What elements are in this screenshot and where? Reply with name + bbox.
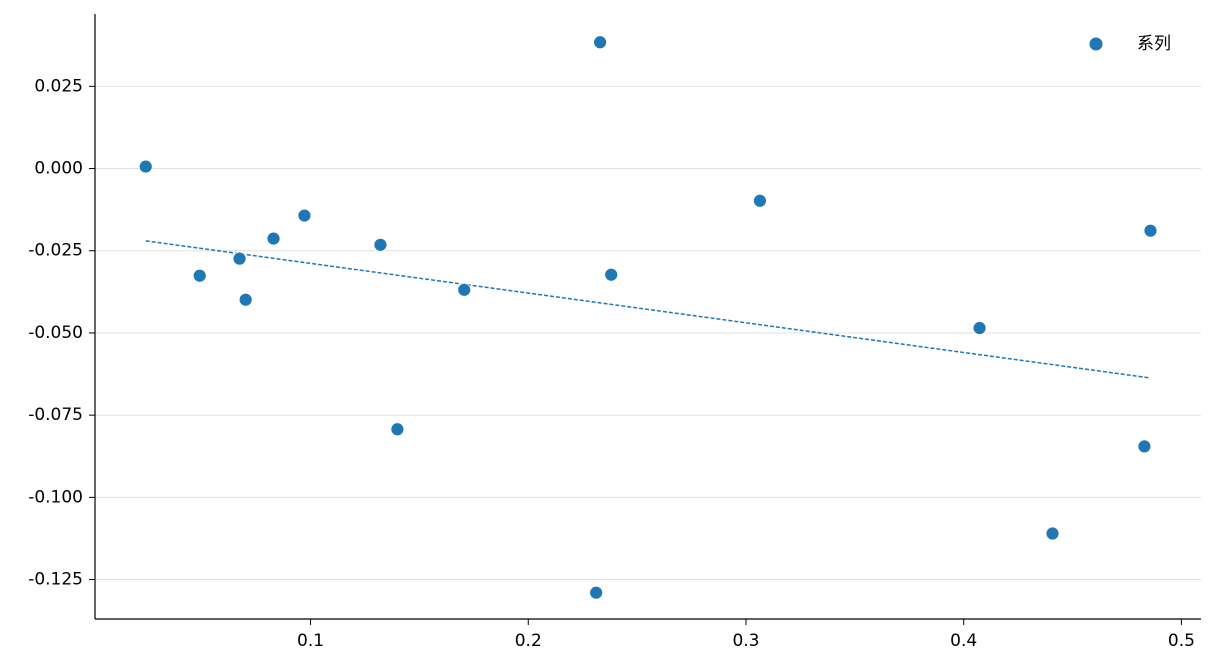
point (238, 292, 253, 307)
point (1137, 439, 1152, 454)
point (390, 422, 405, 437)
point (373, 237, 388, 252)
point (266, 231, 281, 246)
point (457, 282, 472, 297)
x-tick-label: 0.3 (732, 631, 759, 651)
point (589, 585, 604, 600)
y-tick-label: 0.000 (34, 159, 83, 179)
y-tick-label: -0.125 (28, 570, 83, 590)
y-tick-label: -0.025 (28, 241, 83, 261)
point (753, 193, 767, 208)
point (593, 35, 608, 50)
point (232, 251, 247, 266)
y-tick-label: -0.075 (28, 405, 83, 425)
point (138, 159, 153, 174)
point (192, 268, 207, 283)
y-tick-label: -0.050 (28, 323, 83, 343)
legend-marker (1089, 37, 1103, 51)
y-tick-label: 0.025 (34, 76, 83, 96)
point (1045, 526, 1060, 541)
legend-label: 系列 (1137, 34, 1171, 54)
x-tick-label: 0.4 (950, 631, 977, 651)
y-tick-label: -0.100 (28, 487, 83, 507)
point (1143, 223, 1158, 238)
point (297, 208, 312, 223)
x-tick-label: 0.2 (515, 631, 542, 651)
point (604, 267, 619, 282)
point (972, 321, 987, 335)
x-tick-label: 0.5 (1168, 631, 1195, 651)
x-tick-label: 0.1 (297, 631, 324, 651)
trend-line (145, 240, 1151, 379)
